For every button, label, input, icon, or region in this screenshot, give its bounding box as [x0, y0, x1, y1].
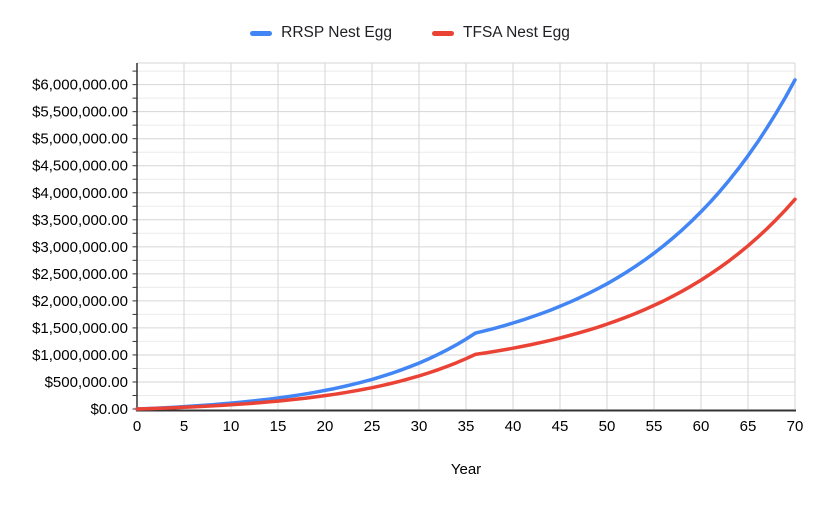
x-tick-label: 65 — [740, 418, 757, 435]
x-tick-label: 25 — [364, 418, 381, 435]
legend: RRSP Nest Egg TFSA Nest Egg — [0, 24, 820, 42]
y-tick-label: $6,000,000.00 — [32, 77, 128, 94]
x-tick-label: 70 — [787, 418, 804, 435]
y-tick-label: $2,500,000.00 — [32, 266, 128, 283]
tfsa-series-swatch — [432, 30, 455, 36]
x-tick-label: 35 — [458, 418, 475, 435]
legend-label-rrsp: RRSP Nest Egg — [281, 24, 393, 41]
y-tick-label: $3,500,000.00 — [32, 212, 128, 229]
y-axis-labels: $0.00 $500,000.00 $1,000,000.00 $1,500,000.… — [32, 77, 128, 418]
y-tick-label: $0.00 — [90, 401, 128, 418]
x-tick-label: 40 — [505, 418, 522, 435]
x-tick-label: 5 — [180, 418, 188, 435]
legend-item-rrsp[interactable]: RRSP Nest Egg — [250, 24, 392, 42]
y-tick-label: $5,500,000.00 — [32, 104, 128, 121]
rrsp-series-swatch — [250, 30, 273, 36]
series-line-1 — [135, 197, 797, 411]
x-tick-label: 45 — [552, 418, 569, 435]
y-tick-label: $3,000,000.00 — [32, 239, 128, 256]
y-tick-label: $1,500,000.00 — [32, 320, 128, 337]
y-tick-label: $4,000,000.00 — [32, 185, 128, 202]
x-tick-label: 50 — [599, 418, 616, 435]
x-axis-labels: 0 5 10 15 20 25 30 35 40 45 50 55 60 65 70 — [133, 418, 804, 435]
y-tick-label: $5,000,000.00 — [32, 131, 128, 148]
y-tick-label: $4,500,000.00 — [32, 158, 128, 175]
x-tick-label: 60 — [693, 418, 710, 435]
x-tick-label: 15 — [270, 418, 287, 435]
x-tick-label: 20 — [317, 418, 334, 435]
x-tick-label: 0 — [133, 418, 141, 435]
y-tick-label: $500,000.00 — [45, 374, 128, 391]
x-axis-title: Year — [450, 461, 482, 478]
x-tick-label: 10 — [223, 418, 240, 435]
legend-item-tfsa[interactable]: TFSA Nest Egg — [432, 24, 570, 42]
x-tick-label: 55 — [646, 418, 663, 435]
x-tick-label: 30 — [411, 418, 428, 435]
y-tick-label: $1,000,000.00 — [32, 347, 128, 364]
y-tick-label: $2,000,000.00 — [32, 293, 128, 310]
legend-label-tfsa: TFSA Nest Egg — [463, 24, 570, 41]
series-line-0 — [135, 78, 797, 411]
vertical-gridlines — [183, 63, 796, 409]
